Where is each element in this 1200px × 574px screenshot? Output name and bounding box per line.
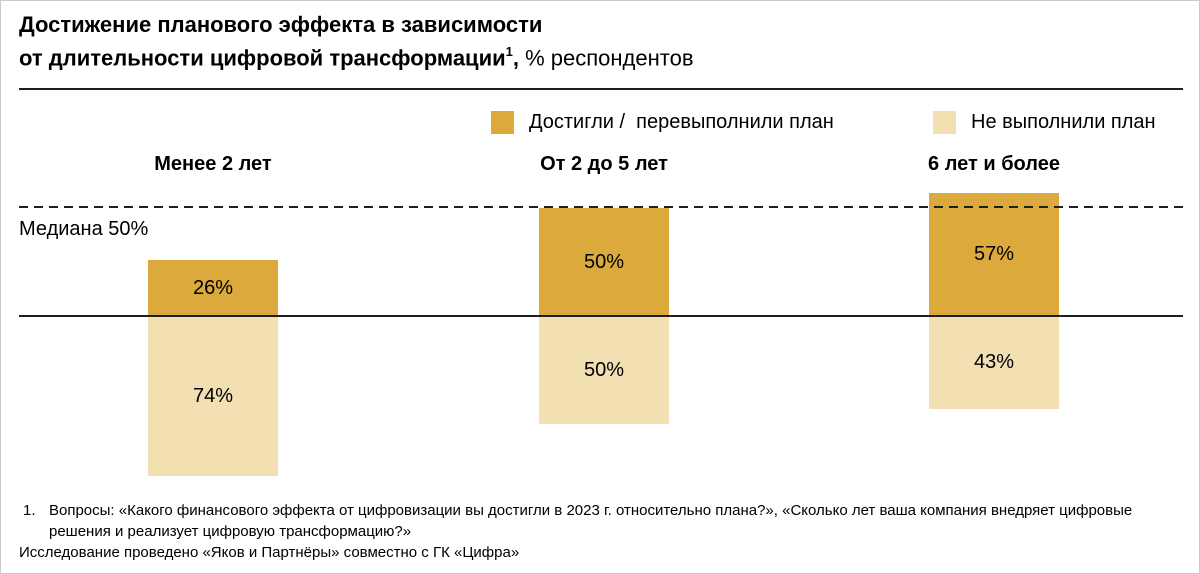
title-footnote-marker: 1 (505, 44, 513, 59)
title-line2-bold: от длительности цифровой трансформации (19, 45, 506, 71)
median-dashed-line (19, 206, 1183, 208)
title-unit: % респондентов (519, 45, 694, 71)
value-label-achieved: 50% (583, 250, 625, 273)
legend-item-missed: Не выполнили план (933, 109, 1156, 135)
baseline (19, 315, 1183, 317)
category-label: От 2 до 5 лет (540, 153, 668, 175)
bar-segment-missed: 74% (148, 316, 278, 476)
median-label: Медиана 50% (19, 218, 149, 240)
legend-label-missed: Не выполнили план (971, 110, 1156, 133)
source-line: Исследование проведено «Яков и Партнёры»… (19, 544, 520, 561)
title-divider (19, 88, 1183, 90)
legend-label-achieved: Достигли / перевыполнили план (529, 110, 834, 133)
category-label: Менее 2 лет (154, 153, 272, 175)
bar-segment-missed: 50% (539, 316, 669, 424)
page-title: Достижение планового эффекта в зависимос… (19, 11, 1119, 72)
bar-segment-achieved: 50% (539, 208, 669, 316)
category-label: 6 лет и более (928, 153, 1060, 175)
footnote-text: Вопросы: «Какого финансового эффекта от … (49, 502, 1133, 540)
bar-segment-missed: 43% (929, 316, 1059, 409)
legend-swatch-achieved (491, 110, 514, 134)
title-line1: Достижение планового эффекта в зависимос… (19, 12, 543, 37)
value-label-missed: 43% (973, 351, 1015, 373)
legend-swatch-missed (933, 110, 956, 134)
value-label-missed: 50% (583, 358, 625, 381)
value-label-missed: 74% (192, 384, 234, 407)
value-label-achieved: 57% (973, 243, 1015, 265)
footnote-marker: 1. (23, 502, 36, 519)
bar-segment-achieved: 57% (929, 193, 1059, 316)
bar-segment-achieved: 26% (148, 260, 278, 316)
legend-item-achieved: Достигли / перевыполнили план (491, 109, 834, 135)
value-label-achieved: 26% (192, 276, 234, 299)
title-line2-comma: , (512, 45, 519, 71)
